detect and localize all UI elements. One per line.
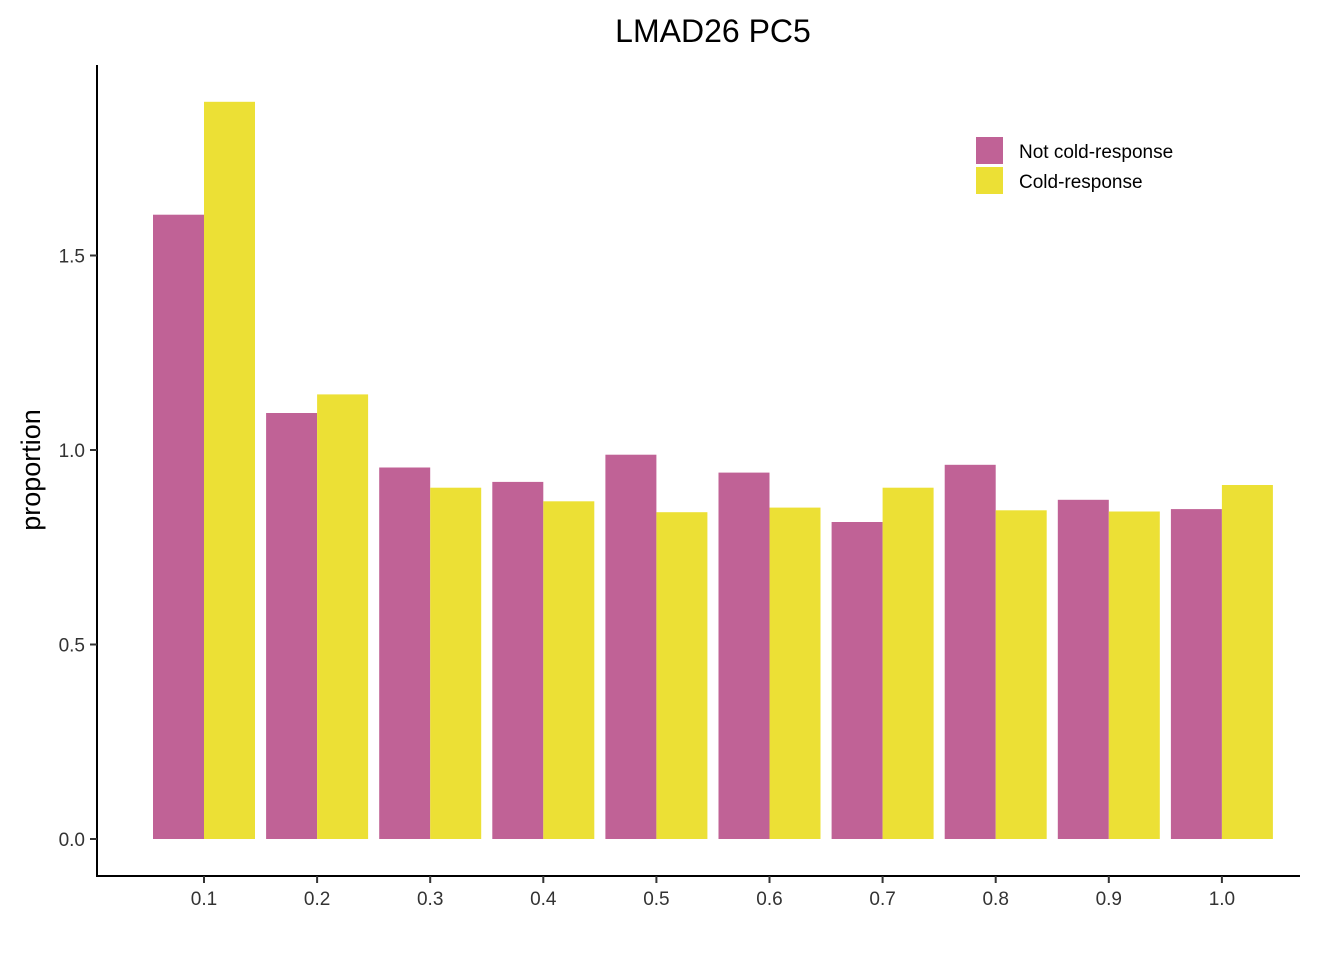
x-tick-label-1.0: 1.0 — [1209, 889, 1235, 910]
bar-cold-response-1.0 — [1221, 485, 1273, 839]
y-tick-label-0.5: 0.5 — [59, 636, 85, 657]
x-axis: 0.1 0.2 0.3 0.4 0.5 0.6 0.7 0.8 0.9 1.0 — [96, 875, 1300, 910]
bar-not-cold-response-0.2 — [266, 413, 318, 839]
y-axis-title: proportion — [16, 409, 46, 531]
bar-cold-response-0.3 — [430, 487, 482, 839]
bar-cold-response-0.4 — [543, 501, 595, 839]
x-tick-label-0.7: 0.7 — [869, 889, 895, 910]
bars-group — [153, 101, 1273, 840]
x-tick-label-0.2: 0.2 — [304, 889, 330, 910]
bar-not-cold-response-0.9 — [1057, 499, 1109, 839]
bar-not-cold-response-0.5 — [605, 454, 657, 839]
bar-not-cold-response-0.4 — [492, 481, 544, 839]
x-tick-label-0.8: 0.8 — [982, 889, 1008, 910]
y-tick-label-1.5: 1.5 — [59, 247, 85, 268]
bar-not-cold-response-0.3 — [379, 467, 431, 839]
bar-not-cold-response-1.0 — [1170, 509, 1222, 839]
x-tick-label-0.6: 0.6 — [756, 889, 782, 910]
bar-cold-response-0.8 — [995, 510, 1047, 839]
y-tick-label-1.0: 1.0 — [59, 441, 85, 462]
bar-not-cold-response-0.1 — [153, 214, 204, 839]
legend-label-not-cold-response: Not cold-response — [1019, 142, 1173, 163]
bar-cold-response-0.2 — [317, 394, 369, 839]
bar-cold-response-0.9 — [1108, 511, 1160, 839]
x-tick-label-0.9: 0.9 — [1096, 889, 1122, 910]
bar-cold-response-0.1 — [204, 101, 255, 840]
bar-not-cold-response-0.8 — [944, 464, 996, 839]
bar-not-cold-response-0.7 — [831, 522, 883, 839]
legend: Not cold-response Cold-response — [976, 137, 1173, 194]
x-tick-label-0.4: 0.4 — [530, 889, 557, 910]
legend-swatch-cold-response — [976, 167, 1003, 194]
bar-cold-response-0.5 — [656, 512, 708, 839]
y-axis: 0.0 0.5 1.0 1.5 — [59, 65, 98, 876]
legend-label-cold-response: Cold-response — [1019, 172, 1143, 193]
bar-not-cold-response-0.6 — [718, 472, 770, 839]
x-tick-label-0.3: 0.3 — [417, 889, 443, 910]
bar-cold-response-0.6 — [769, 507, 821, 839]
y-tick-label-0.0: 0.0 — [59, 830, 85, 851]
legend-swatch-not-cold-response — [976, 137, 1003, 164]
bar-cold-response-0.7 — [882, 487, 934, 839]
x-tick-label-0.5: 0.5 — [643, 889, 669, 910]
x-tick-label-0.1: 0.1 — [191, 889, 217, 910]
chart-title: LMAD26 PC5 — [615, 13, 811, 49]
